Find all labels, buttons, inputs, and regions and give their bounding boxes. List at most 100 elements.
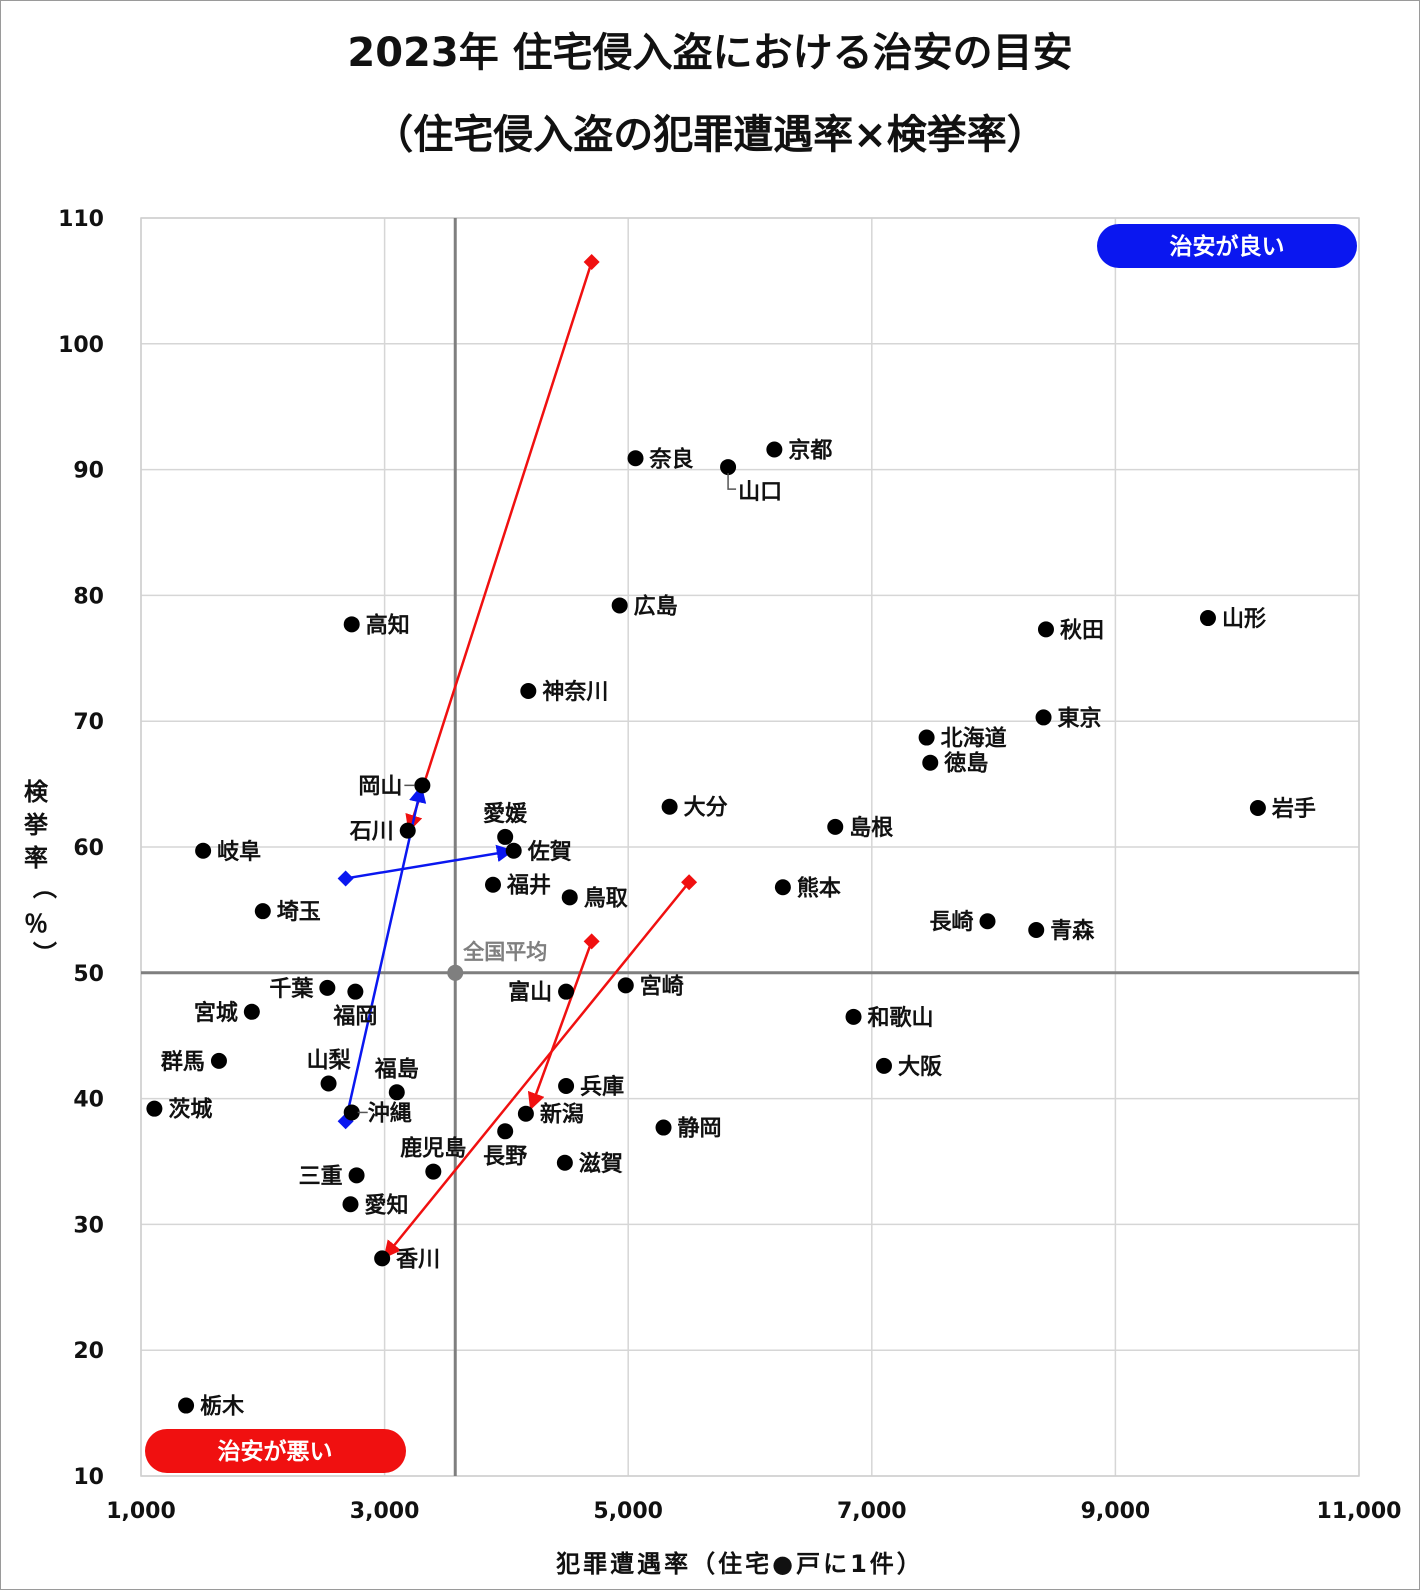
y-axis-title-char: 検 — [24, 778, 49, 806]
x-tick-label: 9,000 — [1081, 1499, 1151, 1524]
point-label: 群馬 — [161, 1049, 205, 1075]
y-axis-title-char: ） — [30, 941, 58, 965]
point-三重 — [348, 1167, 365, 1184]
y-tick-label: 60 — [73, 836, 104, 861]
grid-lines — [140, 217, 1360, 1477]
point-label: 茨城 — [168, 1097, 212, 1123]
point-label: 京都 — [788, 437, 832, 463]
point-label: 岡山 — [358, 774, 402, 799]
badges: 治安が良い 治安が悪い — [145, 224, 1357, 1473]
arrow-start-marker — [681, 874, 698, 891]
point-岡山 — [414, 777, 431, 794]
point-兵庫 — [558, 1078, 575, 1095]
point-label: 香川 — [396, 1247, 440, 1272]
point-label: 富山 — [508, 980, 552, 1006]
point-富山 — [558, 983, 575, 1000]
x-tick-label: 3,000 — [350, 1499, 420, 1524]
point-香川 — [374, 1250, 391, 1267]
point-label: 鹿児島 — [400, 1136, 466, 1162]
point-石川 — [399, 822, 416, 839]
point-label: 熊本 — [797, 875, 841, 901]
change-arrows — [337, 254, 698, 1259]
point-label: 岩手 — [1271, 797, 1316, 822]
point-label: 長崎 — [929, 910, 973, 935]
point-label: 佐賀 — [527, 839, 572, 865]
point-label: 和歌山 — [868, 1005, 934, 1031]
good-badge-label: 治安が良い — [1170, 233, 1285, 260]
point-label: 島根 — [849, 815, 893, 841]
point-label: 岐阜 — [217, 839, 261, 865]
point-長野 — [497, 1123, 514, 1140]
y-tick-label: 90 — [73, 459, 104, 484]
point-福岡 — [347, 983, 364, 1000]
average-point — [447, 964, 464, 981]
point-高知 — [343, 616, 360, 633]
point-佐賀 — [505, 842, 522, 859]
plot-area — [140, 217, 1360, 1477]
point-label: 三重 — [299, 1164, 343, 1189]
point-青森 — [1028, 922, 1045, 939]
good-badge — [1097, 224, 1357, 268]
point-宮城 — [243, 1003, 260, 1020]
average-label: 全国平均 — [462, 940, 547, 964]
point-京都 — [766, 441, 783, 458]
point-東京 — [1035, 709, 1052, 726]
point-label: 新潟 — [540, 1102, 584, 1128]
point-山形 — [1199, 610, 1216, 627]
y-axis-title-char: 挙 — [23, 811, 49, 839]
y-axis-ticks: 10 20 30 40 50 60 70 80 90 100 110 — [58, 207, 104, 1490]
point-福井 — [485, 876, 502, 893]
point-label: 栃木 — [200, 1395, 245, 1420]
point-label: 愛媛 — [483, 801, 528, 827]
point-label: 愛知 — [364, 1192, 408, 1218]
point-茨城 — [146, 1100, 163, 1117]
point-埼玉 — [254, 903, 271, 920]
point-熊本 — [774, 879, 791, 896]
point-千葉 — [319, 979, 336, 996]
point-宮崎 — [617, 977, 634, 994]
y-tick-label: 10 — [73, 1465, 104, 1490]
y-tick-label: 80 — [73, 584, 104, 609]
point-label: 千葉 — [269, 977, 314, 1002]
chart-subtitle: （住宅侵入盗の犯罪遭遇率×検挙率） — [373, 112, 1047, 158]
point-label: 徳島 — [943, 751, 988, 777]
arrow-line — [345, 844, 515, 880]
x-axis-ticks: 1,000 3,000 5,000 7,000 9,000 11,000 — [106, 1499, 1401, 1524]
point-label: 埼玉 — [277, 900, 321, 925]
point-福島 — [388, 1084, 405, 1101]
point-label: 滋賀 — [579, 1151, 623, 1177]
y-tick-label: 30 — [73, 1213, 104, 1238]
arrow-start-marker — [583, 254, 600, 271]
y-tick-label: 20 — [73, 1339, 104, 1364]
point-愛知 — [342, 1196, 359, 1213]
point-静岡 — [655, 1119, 672, 1136]
y-axis-title-char: 率 — [24, 844, 48, 872]
point-和歌山 — [845, 1008, 862, 1025]
y-tick-label: 70 — [73, 710, 104, 735]
point-label: 大阪 — [898, 1055, 942, 1080]
point-label: 宮城 — [194, 1000, 238, 1026]
point-label: 山口 — [738, 480, 782, 505]
x-tick-label: 11,000 — [1317, 1499, 1402, 1524]
point-label: 鳥取 — [584, 885, 628, 911]
point-岩手 — [1249, 800, 1266, 817]
y-axis-title: 検挙率 （ ％ ） — [23, 778, 58, 965]
point-label: 宮崎 — [640, 973, 684, 999]
arrow-start-marker — [583, 933, 600, 950]
y-tick-label: 50 — [73, 962, 104, 987]
point-徳島 — [922, 754, 939, 771]
point-滋賀 — [556, 1154, 573, 1171]
point-label: 静岡 — [678, 1116, 722, 1142]
point-label: 青森 — [1050, 918, 1095, 944]
bad-badge — [145, 1429, 406, 1473]
point-鹿児島 — [425, 1163, 442, 1180]
point-label: 福岡 — [332, 1005, 377, 1030]
point-label: 神奈川 — [542, 679, 608, 705]
point-山口 — [720, 459, 737, 476]
point-label: 高知 — [366, 612, 410, 638]
point-神奈川 — [520, 683, 537, 700]
y-axis-title-char: （ — [30, 875, 58, 899]
arrow-line — [383, 881, 691, 1259]
